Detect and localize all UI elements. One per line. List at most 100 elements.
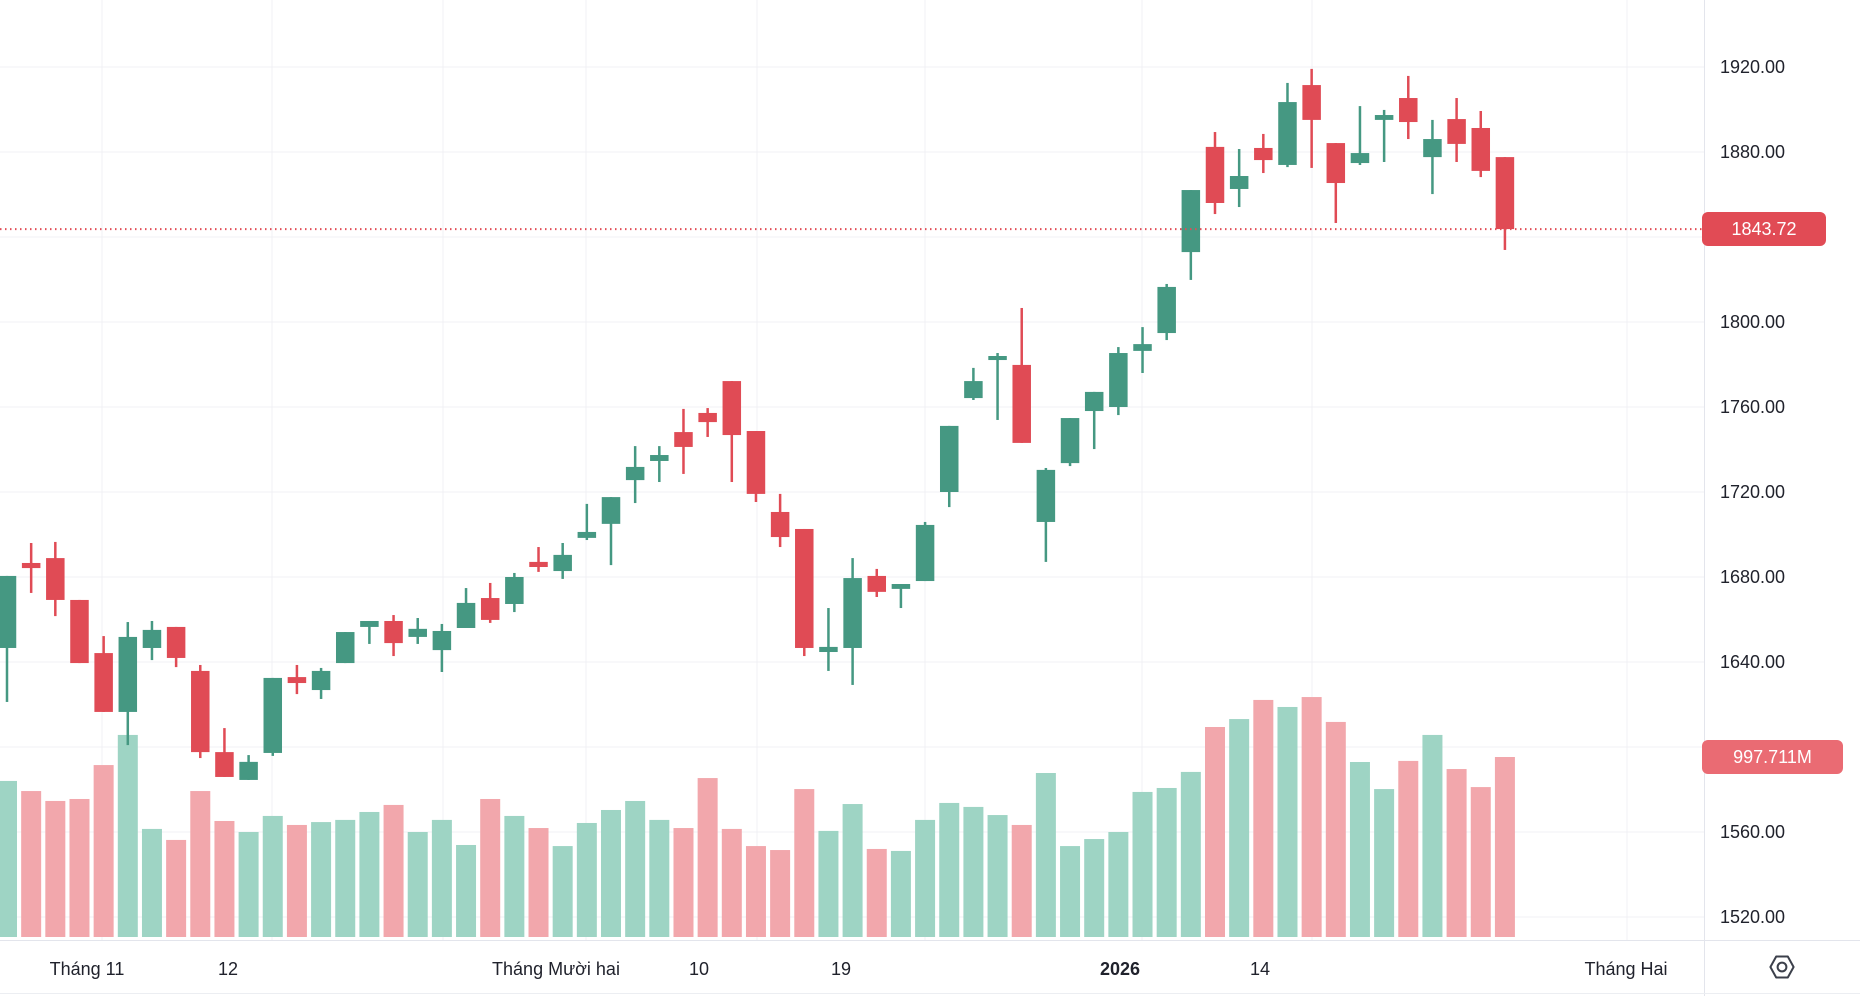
candle-body [795, 528, 814, 648]
candle-body [1423, 139, 1442, 158]
candle-body [988, 356, 1007, 361]
candle-body [384, 620, 403, 644]
volume-bar [866, 848, 887, 937]
volume-bar [21, 791, 42, 937]
volume-bar [1060, 846, 1081, 937]
volume-bar [214, 820, 235, 937]
volume-bar [1253, 699, 1274, 937]
candle-body [1302, 85, 1321, 120]
candle-body [650, 455, 669, 461]
candle-body [1447, 119, 1466, 144]
candle-wick [609, 497, 613, 566]
candle-body [577, 531, 597, 538]
candle-wick [1358, 106, 1362, 165]
volume-bar [1084, 839, 1105, 937]
candle-body [553, 554, 572, 572]
volume-bar [1108, 831, 1129, 937]
candle-body [1278, 102, 1297, 165]
candle-body [1374, 115, 1394, 120]
time-tick-label: 14 [1249, 959, 1271, 979]
candle-body [601, 497, 621, 524]
candle-body [939, 425, 959, 492]
volume-bar [745, 846, 766, 937]
volume-bar [818, 830, 839, 937]
candle-body [1060, 418, 1080, 464]
price-tick-label: 1560.00 [1720, 822, 1786, 842]
candle-body [915, 524, 935, 582]
candle-body [311, 670, 331, 691]
candle-body [1109, 353, 1128, 407]
time-tick-label: Tháng Mười hai [492, 959, 620, 979]
time-axis[interactable]: Tháng 11 12 Tháng Mười hai 10 19 2026 14 Tháng … [0, 940, 1860, 996]
candle-body [46, 558, 65, 600]
volume-bar [987, 815, 1008, 937]
volume-bar [601, 809, 621, 937]
candle-body [1495, 157, 1515, 230]
volume-bar [552, 846, 573, 937]
volume-bar [1180, 771, 1201, 937]
candle-body [1157, 286, 1176, 334]
candle-body [964, 381, 983, 399]
volume-bar [69, 798, 90, 937]
volume-bar [335, 819, 356, 937]
axis-settings-button[interactable] [1766, 951, 1798, 983]
candle-body [335, 632, 355, 664]
volume-bar [0, 780, 17, 937]
volume-bar [383, 804, 404, 937]
candle-body [1133, 344, 1152, 351]
candle-body [166, 626, 186, 658]
candle-body [819, 646, 838, 653]
volume-bar [1229, 719, 1250, 937]
candle-body [674, 432, 693, 447]
volume-bar [1349, 761, 1370, 937]
volume-bar [915, 819, 936, 937]
candle-body [21, 562, 41, 569]
volume-bar [45, 800, 66, 937]
last-price-badge: 1843.72 [1702, 212, 1826, 247]
volume-bar [93, 765, 114, 937]
volume-bar [1494, 756, 1515, 937]
time-tick-label: 2026 [1099, 959, 1141, 979]
volume-bar [963, 806, 984, 937]
volume-bar [190, 791, 211, 937]
volume-bar [1398, 760, 1419, 937]
volume-bar [238, 831, 259, 937]
volume-bar [697, 778, 718, 937]
volume-bar [673, 828, 694, 937]
candle-body [118, 636, 138, 712]
volume-bar [1470, 787, 1491, 937]
candle-body [746, 431, 766, 494]
volume-bar [262, 815, 283, 937]
volume-bar [1011, 824, 1032, 937]
candle-body [1181, 190, 1201, 253]
price-chart-canvas[interactable] [0, 0, 1704, 940]
candle-body [239, 761, 258, 780]
candle-body [843, 578, 862, 648]
volume-bar [1422, 734, 1443, 937]
candle-body [698, 412, 717, 423]
volume-bar [576, 822, 597, 937]
volume-bar [528, 828, 549, 937]
price-tick-label: 1680.00 [1720, 567, 1786, 587]
volume-bar [625, 800, 646, 937]
candle-wick [827, 608, 830, 671]
price-tick-label: 1920.00 [1720, 57, 1786, 77]
window-bottom-edge [0, 993, 1860, 994]
candle-body [770, 511, 790, 538]
candle-wick [368, 620, 371, 644]
time-tick-label: 12 [217, 959, 239, 979]
axis-corner-divider [1704, 941, 1705, 996]
price-axis[interactable]: 1920.00 1880.00 1800.00 1760.00 1720.00 1680.… [1704, 0, 1860, 940]
volume-bar [141, 828, 162, 937]
candle-body [142, 629, 162, 648]
volume-bar [166, 839, 187, 937]
volume-bar [456, 844, 477, 937]
candle-body [1036, 469, 1056, 522]
hexagon-circle-icon [1769, 955, 1795, 979]
volume-bar [1035, 773, 1056, 937]
volume-bar [890, 850, 911, 937]
candle-body [408, 628, 427, 637]
volume-bar [721, 828, 742, 937]
candle-body [287, 677, 307, 684]
time-tick-label: Tháng Hai [1584, 959, 1668, 979]
